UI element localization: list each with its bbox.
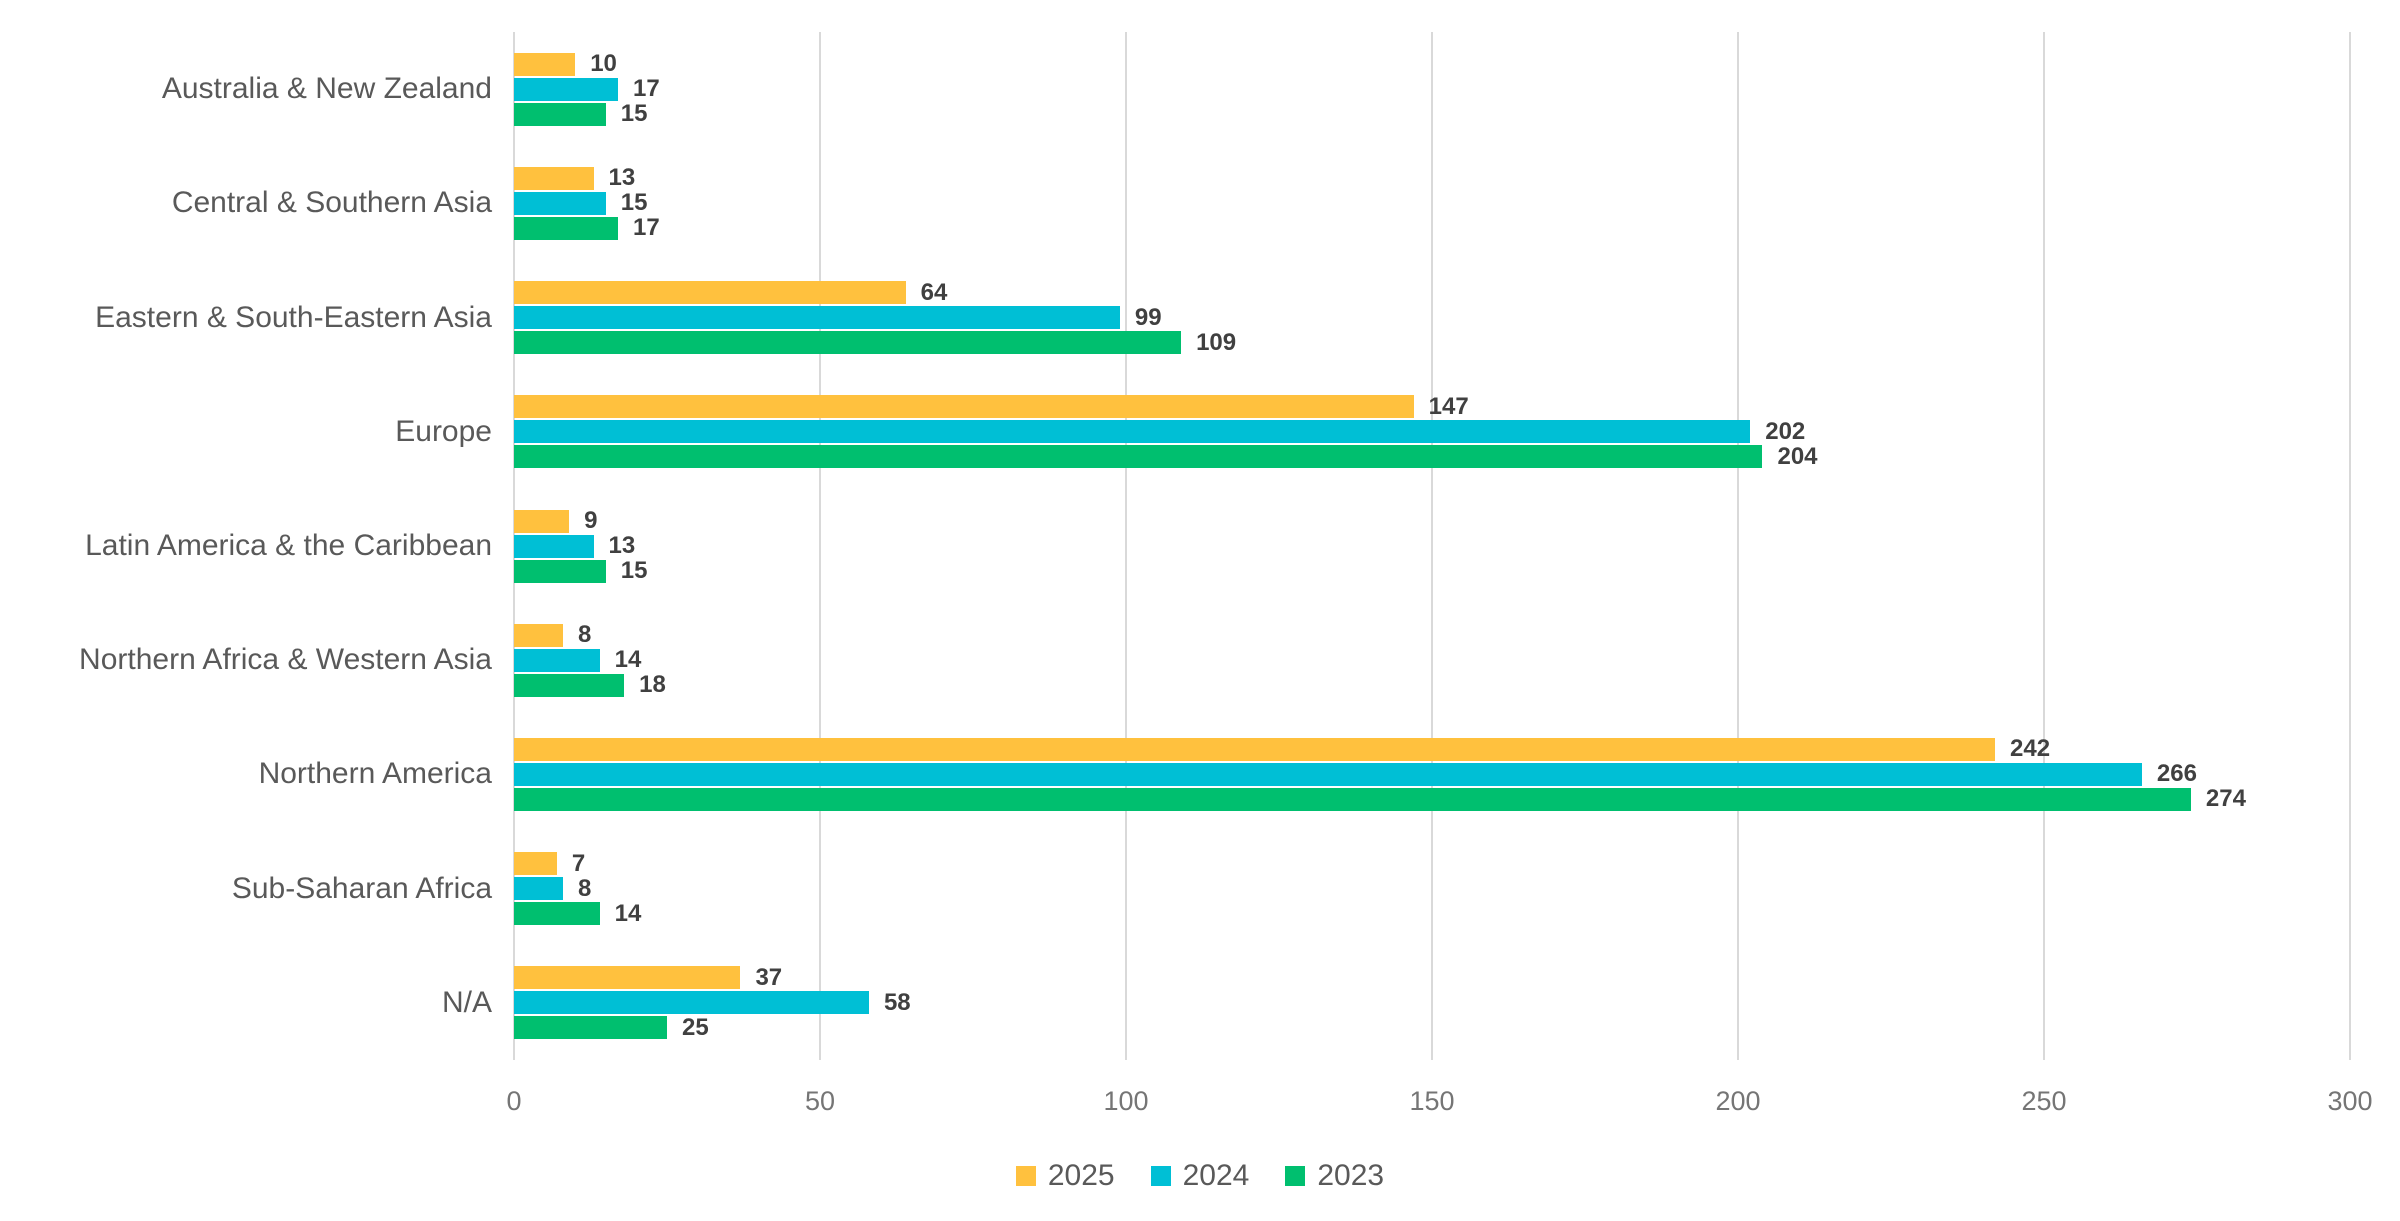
x-axis-tick-label: 150 — [1409, 1086, 1455, 1116]
category-label: Europe — [395, 414, 492, 448]
bar-2024 — [514, 534, 594, 558]
bar-value-label: 15 — [620, 189, 648, 217]
legend-item-2024: 2024 — [1150, 1159, 1250, 1193]
gridline — [1125, 32, 1127, 1060]
bar-value-label: 99 — [1134, 303, 1162, 331]
bar-value-label: 7 — [571, 849, 586, 877]
category-label: Central & Southern Asia — [171, 186, 492, 220]
bar-2025 — [514, 281, 906, 305]
bar-value-label: 25 — [682, 1013, 709, 1041]
x-axis-tick-label: 100 — [1103, 1086, 1149, 1116]
x-axis-tick-label: 250 — [2021, 1086, 2067, 1116]
legend-swatch-2023 — [1285, 1166, 1306, 1186]
bar-2023 — [514, 216, 619, 240]
bar-value-label: 17 — [633, 75, 660, 103]
bar-value-label: 8 — [577, 621, 592, 649]
bar-value-label: 242 — [2010, 735, 2051, 763]
x-axis-tick-label: 50 — [804, 1086, 836, 1116]
legend-label: 2024 — [1182, 1159, 1250, 1192]
gridline — [1431, 32, 1433, 1060]
x-axis-tick-label: 0 — [506, 1086, 522, 1116]
category-label: Australia & New Zealand — [161, 72, 492, 106]
category-label: Northern Africa & Western Asia — [79, 643, 492, 677]
gridline — [2349, 32, 2351, 1060]
bar-value-label: 17 — [633, 214, 660, 242]
x-axis-tick-label: 300 — [2327, 1086, 2373, 1116]
bar-value-label: 13 — [608, 164, 636, 192]
bar-2023 — [514, 445, 1763, 469]
bar-2024 — [514, 191, 606, 215]
bar-2024 — [514, 420, 1751, 444]
bar-value-label: 18 — [639, 671, 666, 699]
category-label: N/A — [441, 985, 492, 1019]
bar-2024 — [514, 877, 563, 901]
bar-value-label: 204 — [1777, 442, 1818, 470]
bar-value-label: 8 — [577, 874, 592, 902]
bar-2024 — [514, 648, 600, 672]
bar-value-label: 147 — [1428, 392, 1469, 420]
bar-value-label: 274 — [2205, 785, 2246, 813]
bar-value-label: 109 — [1196, 328, 1237, 356]
gridline — [819, 32, 821, 1060]
bar-2023 — [514, 787, 2191, 811]
bar-value-label: 9 — [584, 507, 598, 534]
bar-chart: 0 50 100 150 200 250 300 Australia & New Zealan… — [79, 32, 2373, 1116]
bar-2024 — [514, 762, 2142, 786]
x-axis-tick-label: 200 — [1715, 1086, 1761, 1116]
category-label: Latin America & the Caribbean — [85, 528, 492, 562]
bar-value-label: 15 — [620, 557, 648, 584]
legend-label: 2025 — [1047, 1159, 1115, 1192]
gridline — [1737, 32, 1739, 1060]
bar-2025 — [514, 623, 563, 647]
bar-value-label: 37 — [755, 963, 783, 991]
bar-value-label: 14 — [614, 646, 642, 674]
bar-value-label: 202 — [1765, 417, 1806, 445]
bar-2023 — [514, 559, 606, 583]
bar-2025 — [514, 852, 557, 876]
bar-2025 — [514, 166, 594, 190]
chart-legend: 2025 2024 2023 — [0, 1152, 2400, 1200]
legend-swatch-2024 — [1150, 1166, 1171, 1186]
bar-value-label: 13 — [608, 532, 636, 559]
bar-2024 — [514, 306, 1120, 330]
bar-value-label: 266 — [2156, 760, 2197, 788]
bar-2025 — [514, 52, 576, 76]
legend-label: 2023 — [1317, 1159, 1385, 1192]
bar-2023 — [514, 673, 625, 697]
bar-2025 — [514, 509, 570, 533]
category-label: Northern America — [258, 757, 492, 791]
legend-item-2023: 2023 — [1285, 1159, 1384, 1193]
bar-2023 — [514, 1016, 667, 1040]
bar-value-label: 58 — [883, 988, 911, 1016]
bar-value-label: 15 — [620, 100, 648, 128]
legend-item-2025: 2025 — [1015, 1159, 1115, 1193]
gridline — [2043, 32, 2045, 1060]
legend-swatch-2025 — [1015, 1166, 1036, 1186]
bar-2024 — [514, 77, 619, 101]
bar-2025 — [514, 966, 741, 990]
bar-2023 — [514, 902, 600, 926]
bar-2024 — [514, 991, 869, 1015]
bar-2025 — [514, 737, 1996, 761]
bar-value-label: 64 — [920, 278, 948, 306]
bar-2025 — [514, 395, 1414, 419]
bar-value-label: 10 — [590, 50, 617, 78]
category-label: Sub-Saharan Africa — [231, 871, 492, 905]
bar-2023 — [514, 331, 1182, 355]
category-label: Eastern & South-Eastern Asia — [95, 300, 492, 334]
bar-value-label: 14 — [614, 899, 642, 927]
bar-2023 — [514, 102, 606, 126]
